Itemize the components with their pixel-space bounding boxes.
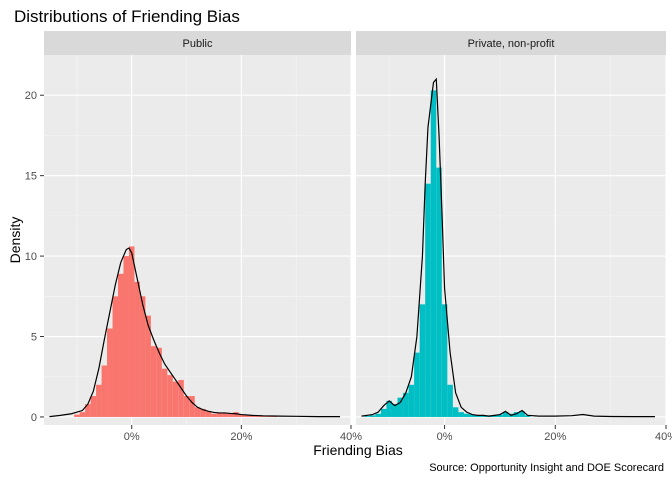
histogram-bar [375,413,381,417]
histogram-bar [194,407,201,417]
histogram-bar [364,416,370,417]
histogram-bar [403,392,409,417]
density-curve [361,77,655,418]
histogram-bar [469,414,476,417]
histogram-bar [101,365,108,417]
histogram-bar [128,246,135,417]
y-tick-label: 0 [31,412,37,424]
x-tick-label: 0% [437,431,453,443]
histogram-bar [183,396,190,417]
y-tick-label: 5 [31,332,37,344]
histogram-bar [189,396,195,417]
histogram-bar [452,407,459,417]
panel-background [356,55,666,425]
histogram-bar [227,413,234,417]
y-axis-title: Density [7,217,23,264]
histogram-bar [458,412,464,417]
histogram-bar [178,379,184,417]
histogram-bar [205,411,212,417]
histogram-bar [139,296,146,417]
histogram-bar [266,416,272,417]
histogram-bar [156,347,162,417]
panel-strip [44,31,351,55]
y-tick-label: 15 [25,171,37,183]
histogram-bar [391,404,398,417]
y-tick-label: 20 [25,90,37,102]
histogram-bar [167,375,173,417]
y-axis-ticks: 0 5 10 15 20 [25,90,44,424]
histogram-bar [513,412,520,417]
panel-strip-label: Public [183,38,213,50]
histogram-bar [150,346,157,417]
histogram-bar [244,414,250,417]
histogram-bar [425,183,431,417]
histogram-bar [222,412,228,417]
panel-private-non-profit: Private, non-profit 0% 20% 40% [356,31,672,443]
histogram-bar [112,296,119,417]
histogram-bar [397,397,404,417]
histogram-bar [118,273,124,417]
x-tick-label: 40% [340,431,362,443]
chart-title: Distributions of Friending Bias [14,7,240,26]
histogram-bar [519,411,525,417]
histogram-bar [211,413,217,417]
histogram-bar [107,328,113,417]
histogram-bar [85,404,91,417]
histogram-bar [238,414,245,417]
histogram-bar [414,352,420,417]
panel-public: Public 0% 20% 40% [44,31,362,443]
histogram-bar [419,304,426,417]
x-tick-label: 20% [230,431,252,443]
histogram-bar [497,414,503,417]
histogram-bar [380,408,387,417]
histogram-bar [524,415,531,417]
histogram-bar [123,256,129,417]
histogram-bar [408,384,415,417]
chart-caption: Source: Opportunity Insight and DOE Scor… [429,462,664,474]
x-tick-label: 20% [544,431,566,443]
histogram-bar [502,412,509,417]
histogram-bar [79,412,86,417]
panel-strip-label: Private, non-profit [468,38,555,50]
histogram-bar [436,167,442,417]
density-curve [49,247,341,418]
panel-strip [356,31,666,55]
histogram-bar [430,90,437,417]
histogram-bar [172,381,179,417]
histogram-bar [386,400,392,417]
histogram-bars [74,246,277,417]
y-tick-label: 10 [25,251,37,263]
histogram-bars [364,90,531,417]
histogram-bar [369,415,376,417]
histogram-bar [480,415,487,417]
panel-background [44,55,351,425]
histogram-bar [491,415,498,417]
x-tick-label: 40% [655,431,672,443]
histogram-bar [200,408,206,417]
x-tick-label: 0% [124,431,140,443]
histogram-bar [145,315,151,417]
histogram-bar [463,413,470,417]
histogram-bar [96,384,102,417]
x-axis-ticks: 0% 20% 40% [437,425,672,443]
x-axis-title: Friending Bias [313,442,403,458]
histogram-bar [441,304,448,417]
histogram-bar [134,281,140,417]
histogram-bar [475,415,481,417]
histogram-bar [74,414,80,417]
histogram-bar [90,396,97,417]
histogram-bar [233,412,239,417]
histogram-bar [249,415,256,417]
histogram-bar [447,384,453,417]
histogram-bar [161,368,168,417]
x-axis-ticks: 0% 20% 40% [124,425,362,443]
histogram-bar [216,412,223,417]
